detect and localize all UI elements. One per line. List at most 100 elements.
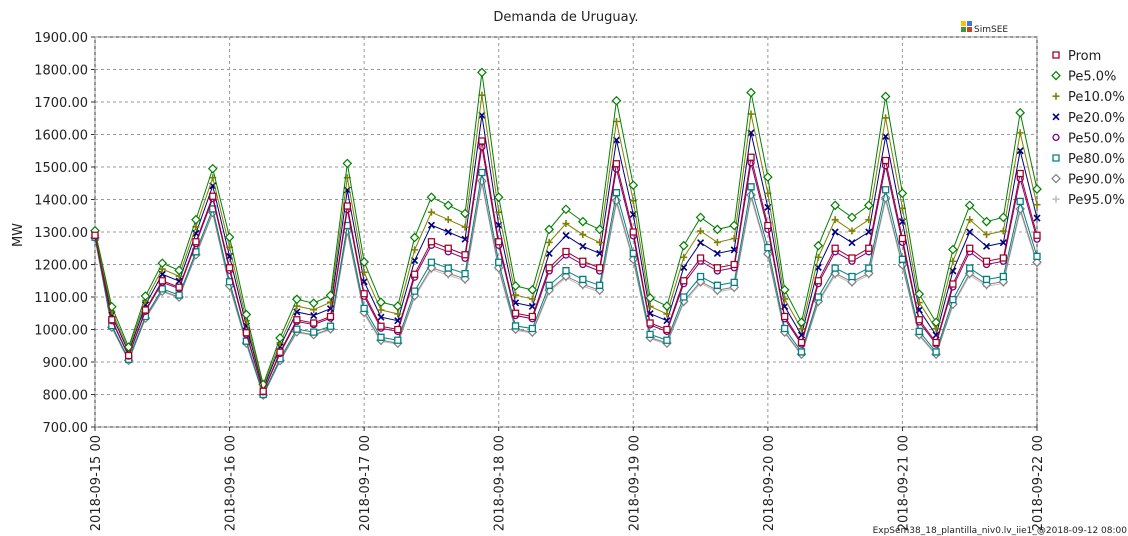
legend-marker <box>1052 133 1060 141</box>
y-tick-label: 800.00 <box>43 389 89 404</box>
data-point <box>191 214 201 225</box>
data-point <box>1032 257 1042 268</box>
data-point <box>797 348 806 356</box>
data-point <box>1016 147 1024 155</box>
data-point <box>360 304 368 313</box>
data-point <box>981 216 992 227</box>
data-point <box>325 290 336 301</box>
data-point <box>663 310 671 318</box>
footer-note: ExpSem38_18_plantilla_niv0.lv_iie1_@2018… <box>873 526 1128 536</box>
data-point <box>123 342 134 352</box>
data-point <box>259 387 267 395</box>
data-point <box>781 324 789 333</box>
data-point <box>377 306 385 314</box>
data-point <box>881 186 890 194</box>
data-point <box>848 239 856 247</box>
data-point <box>192 238 200 246</box>
data-point <box>982 242 991 250</box>
data-point <box>966 228 974 236</box>
data-point <box>326 322 335 330</box>
data-point <box>443 200 454 211</box>
legend-item: Pe5.0% <box>1051 70 1116 85</box>
data-point <box>966 264 974 272</box>
data-point <box>696 272 705 281</box>
data-point <box>409 232 420 243</box>
data-point <box>628 180 639 191</box>
data-point <box>527 285 538 295</box>
data-point <box>310 328 318 336</box>
data-point <box>91 231 99 239</box>
data-point <box>611 95 622 106</box>
legend-marker <box>1052 113 1060 121</box>
logo-square <box>961 27 966 32</box>
logo-square <box>967 27 972 32</box>
data-point <box>730 278 738 287</box>
data-point <box>174 265 184 276</box>
data-point <box>646 319 654 327</box>
legend-label: Pe5.0% <box>1068 70 1116 85</box>
data-point <box>444 244 452 252</box>
data-point <box>781 312 789 321</box>
data-point <box>898 255 907 263</box>
data-point <box>1016 169 1024 178</box>
legend-marker <box>1052 195 1060 203</box>
y-axis-label: MW <box>11 223 26 247</box>
data-point <box>931 317 941 328</box>
y-tick-label: 1900.00 <box>34 31 88 46</box>
data-point <box>478 143 486 151</box>
data-point <box>863 200 874 211</box>
data-point <box>1016 197 1024 206</box>
data-point <box>948 244 958 255</box>
data-point <box>326 305 335 313</box>
data-point <box>562 232 570 240</box>
data-point <box>713 249 721 258</box>
data-point <box>292 294 302 305</box>
data-point <box>696 254 705 262</box>
data-point <box>612 160 621 168</box>
data-point <box>427 221 435 229</box>
data-point <box>831 264 839 272</box>
data-point <box>376 297 386 308</box>
data-point <box>528 312 537 321</box>
data-point <box>663 325 671 334</box>
data-point <box>140 291 151 301</box>
data-point <box>628 254 639 265</box>
data-point <box>444 216 452 224</box>
legend-item: Prom <box>1052 49 1101 64</box>
data-point <box>1032 184 1042 194</box>
data-point <box>579 257 587 265</box>
data-point <box>847 212 857 223</box>
legend-item: Pe50.0% <box>1052 131 1125 146</box>
data-point <box>897 188 908 199</box>
data-point <box>595 264 604 272</box>
data-point <box>293 316 301 324</box>
data-point <box>495 238 503 246</box>
data-point <box>544 224 555 235</box>
data-point <box>461 251 469 259</box>
data-point <box>999 227 1007 235</box>
data-point <box>662 301 672 311</box>
data-point <box>394 325 402 334</box>
data-point <box>680 253 688 261</box>
data-point <box>207 163 218 174</box>
data-point <box>932 338 940 347</box>
legend-label: Pe20.0% <box>1068 111 1125 126</box>
data-point <box>629 249 637 258</box>
data-point <box>510 281 521 291</box>
data-point <box>729 220 740 231</box>
data-point <box>495 258 503 266</box>
data-point <box>646 302 654 310</box>
data-point <box>545 264 553 272</box>
data-point <box>848 272 856 281</box>
legend-item: Pe80.0% <box>1052 152 1125 167</box>
data-point <box>157 258 168 269</box>
y-tick-label: 1500.00 <box>34 161 88 176</box>
y-tick-label: 1100.00 <box>34 291 88 306</box>
data-point <box>764 221 772 230</box>
legend-item: Pe10.0% <box>1052 90 1125 105</box>
data-point <box>831 244 839 252</box>
data-point <box>629 228 637 236</box>
data-point <box>983 231 991 239</box>
data-point <box>360 290 368 298</box>
x-tick-label: 2018-09-22 00 <box>1031 435 1046 531</box>
